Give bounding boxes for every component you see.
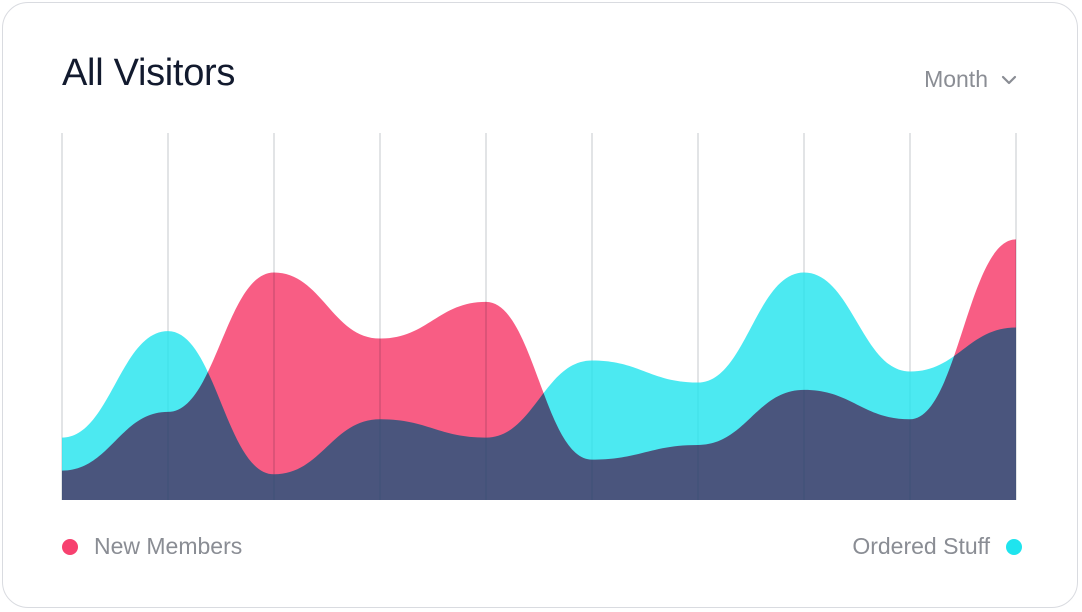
new-members-area [62,239,1016,500]
chevron-down-icon [1001,75,1017,84]
legend-new-members: New Members [62,533,242,560]
ordered-stuff-dot [1006,538,1022,555]
period-dropdown[interactable]: Month [924,66,1018,93]
legend-ordered-stuff: Ordered Stuff [852,533,1022,560]
legend-new-members-label: New Members [94,533,243,559]
new-members-dot [62,538,78,555]
legend-ordered-stuff-label: Ordered Stuff [852,533,990,559]
chart-title: All Visitors [62,52,236,94]
period-label: Month [924,66,988,92]
